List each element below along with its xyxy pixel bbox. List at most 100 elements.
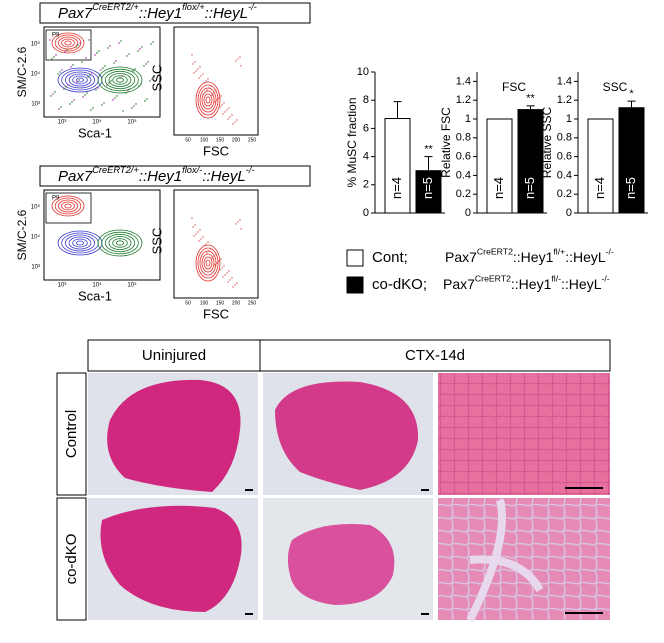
gate-label: P9	[52, 33, 60, 39]
event	[221, 104, 223, 106]
event	[192, 63, 194, 65]
contour	[97, 229, 143, 257]
event	[206, 89, 208, 91]
event	[232, 286, 234, 288]
genotype-part: ::HeyL	[565, 249, 606, 265]
contour	[201, 253, 215, 273]
event	[207, 78, 209, 80]
y-tick-label: 0.6	[456, 151, 471, 163]
event	[227, 118, 229, 120]
contour	[61, 38, 75, 48]
event	[152, 41, 154, 43]
column-label: CTX-14d	[405, 347, 465, 364]
event	[95, 89, 97, 91]
event	[59, 71, 61, 73]
scale-bar	[565, 612, 603, 614]
event	[224, 111, 226, 113]
x-tick-label: 10³	[58, 283, 67, 289]
event	[214, 101, 216, 103]
title-box	[39, 165, 311, 187]
event	[106, 84, 108, 86]
scale-bar	[421, 613, 429, 615]
event	[211, 257, 213, 259]
superscript: -/-	[246, 165, 255, 175]
event	[151, 78, 153, 80]
x-tick-label: 250	[248, 300, 257, 306]
event	[237, 58, 239, 60]
significance: **	[424, 144, 433, 156]
y-tick-label: 10³	[31, 265, 40, 271]
contour	[199, 87, 217, 113]
x-tick-label: 50	[185, 300, 191, 306]
y-tick-label: 4	[363, 151, 369, 163]
bar	[618, 107, 645, 214]
event	[235, 223, 237, 225]
legend-genotype: Pax7CreERT2::Hey1fl/-::HeyL-/-	[443, 274, 610, 292]
x-tick-label: 10³	[58, 120, 67, 126]
superscript: -/-	[248, 2, 257, 12]
event	[60, 106, 62, 108]
event	[198, 77, 200, 79]
y-tick-label: 1.4	[557, 75, 572, 87]
event	[118, 42, 120, 44]
gate-label: P9	[52, 196, 60, 202]
event	[116, 95, 118, 97]
event	[146, 98, 148, 100]
contour	[64, 71, 96, 89]
genotype-part: ::HeyL	[202, 168, 245, 185]
event	[122, 110, 124, 112]
event	[67, 84, 69, 86]
event	[81, 61, 83, 63]
event	[129, 88, 131, 90]
section-image	[438, 373, 610, 495]
bar-label: n=5	[623, 177, 638, 199]
event	[234, 284, 236, 286]
contour	[75, 77, 85, 83]
bar	[517, 109, 544, 214]
event	[200, 238, 202, 240]
superscript: CreERT2/+	[92, 165, 139, 175]
event	[199, 229, 201, 231]
bar-label: n=4	[592, 177, 607, 199]
event	[231, 277, 233, 279]
contour	[203, 256, 213, 270]
panel-title: Pax7CreERT2/+::Hey1flox/-::HeyL-/-	[58, 165, 254, 185]
y-tick-label: 10⁵	[31, 41, 41, 48]
genotype-part: Pax7	[58, 5, 93, 22]
event	[223, 265, 225, 267]
y-tick-label: 1	[566, 113, 572, 125]
event	[98, 50, 100, 52]
contour	[64, 234, 96, 252]
header-box	[87, 339, 611, 372]
event	[110, 80, 112, 82]
x-tick-label: 50	[185, 137, 191, 143]
event	[84, 94, 86, 96]
event	[53, 56, 55, 58]
contour	[104, 70, 136, 90]
x-tick-label: 200	[232, 137, 241, 143]
event	[97, 87, 99, 89]
event	[199, 66, 201, 68]
event	[58, 108, 60, 110]
tissue	[100, 505, 242, 612]
superscript: flox/+	[182, 2, 205, 12]
contour	[68, 236, 92, 250]
event	[126, 55, 128, 57]
x-axis-label: Sca-1	[78, 125, 112, 140]
legend-label: co-dKO;	[372, 276, 427, 293]
event	[115, 60, 117, 62]
y-axis-label: SSC	[149, 65, 164, 92]
legend-swatch	[346, 276, 364, 294]
event	[135, 103, 137, 105]
event	[61, 69, 63, 71]
event	[197, 231, 199, 233]
event	[54, 91, 56, 93]
event	[219, 106, 221, 108]
event	[57, 73, 59, 75]
event	[202, 236, 204, 238]
y-tick-label: 0	[465, 207, 471, 219]
scale-bar	[421, 489, 429, 491]
event	[72, 64, 74, 66]
event	[150, 43, 152, 45]
